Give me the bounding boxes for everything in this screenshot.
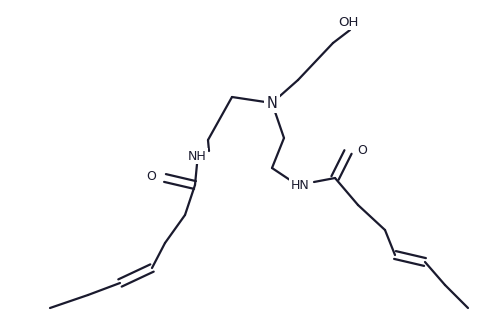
Text: HN: HN — [290, 179, 309, 192]
Text: OH: OH — [337, 16, 358, 28]
Text: NH: NH — [187, 150, 206, 162]
Text: O: O — [356, 143, 366, 157]
Text: O: O — [146, 170, 156, 182]
Text: N: N — [266, 96, 277, 110]
